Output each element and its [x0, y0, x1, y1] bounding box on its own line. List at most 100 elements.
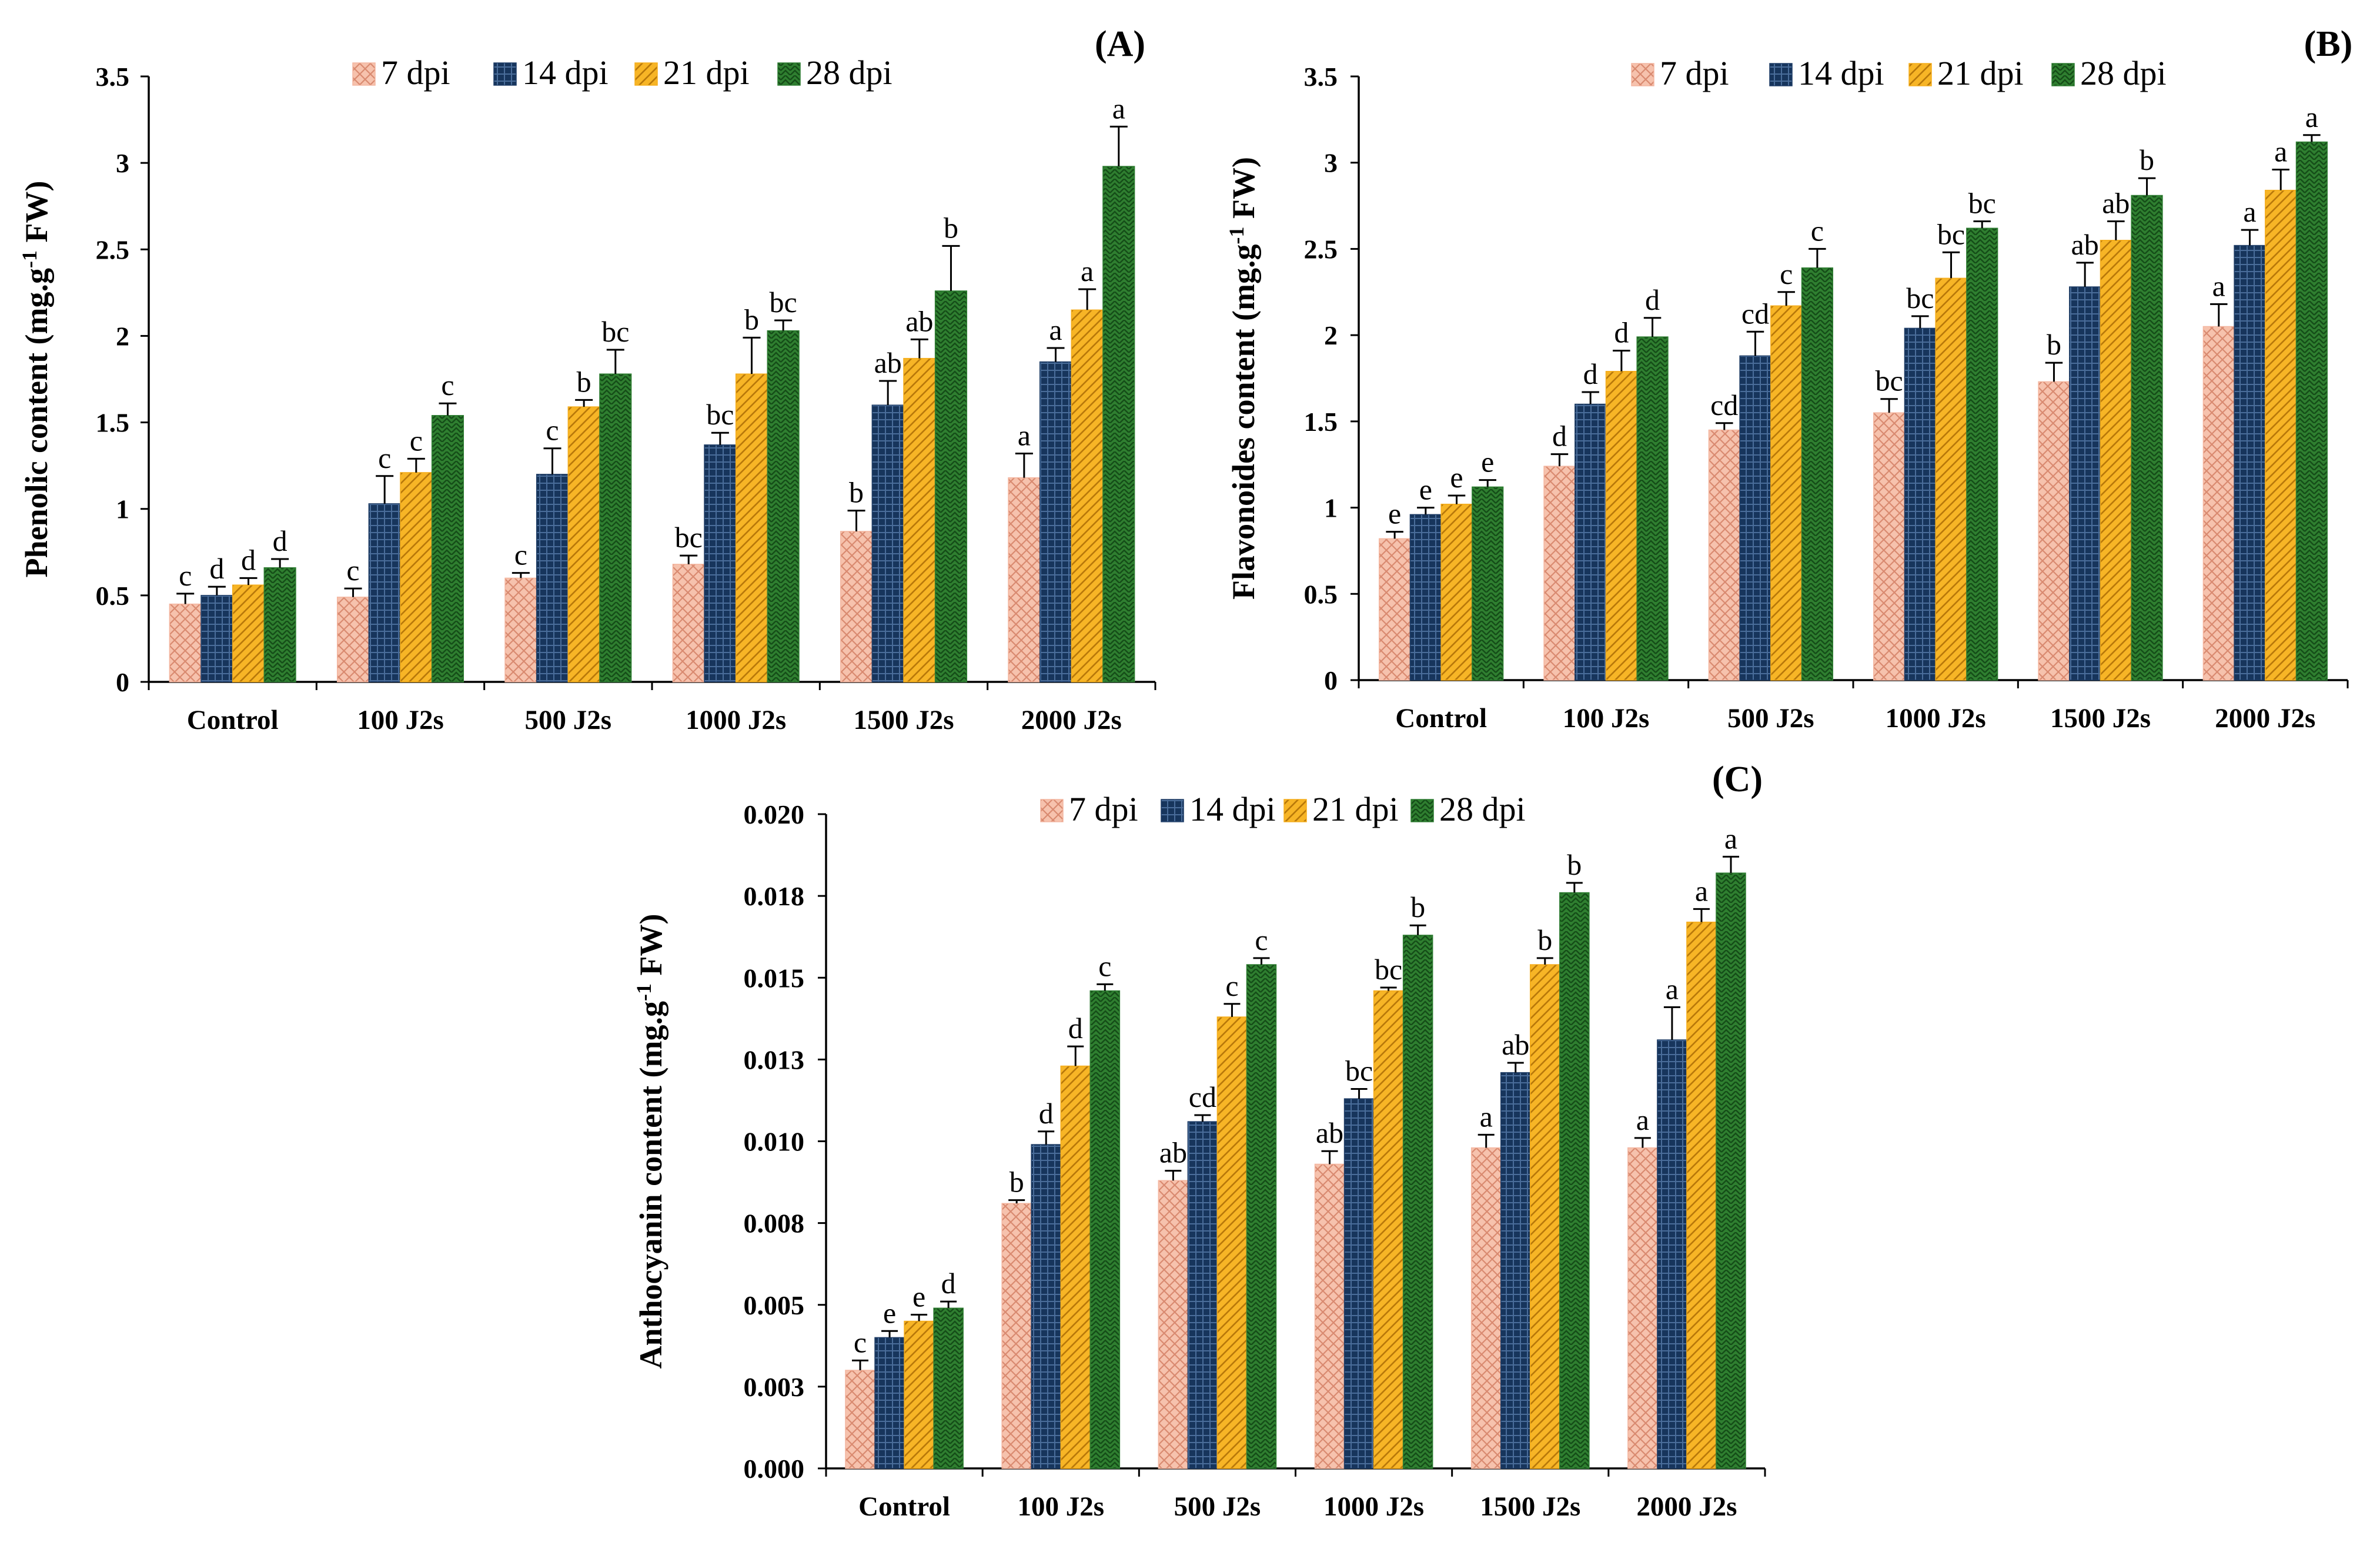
significance-letter: d	[241, 543, 256, 576]
y-tick-label: 0.013	[744, 1045, 805, 1075]
bar	[1001, 1203, 1032, 1469]
y-tick-label: 2	[116, 321, 129, 351]
significance-letter: b	[1010, 1166, 1024, 1199]
x-category-label: 1500 J2s	[1480, 1491, 1580, 1522]
y-tick-label: 0.003	[744, 1372, 805, 1402]
legend-swatch	[1410, 799, 1434, 822]
significance-letter: a	[2274, 135, 2287, 168]
significance-letter: c	[1098, 949, 1111, 982]
significance-letter: c	[1255, 923, 1268, 956]
y-tick-label: 1.5	[1304, 407, 1338, 437]
significance-letter: e	[912, 1280, 925, 1313]
significance-letter: ab	[1159, 1136, 1187, 1169]
significance-letter: c	[378, 441, 391, 474]
significance-letter: c	[546, 414, 559, 447]
significance-letter: ab	[2071, 228, 2099, 261]
bar	[1605, 371, 1637, 681]
bar	[263, 567, 296, 682]
x-category-label: 1000 J2s	[1323, 1491, 1424, 1522]
legend-label: 28 dpi	[1439, 790, 1526, 828]
significance-letter: ab	[874, 346, 902, 379]
bar	[1409, 514, 1442, 681]
y-tick-label: 0	[1324, 665, 1338, 695]
bar	[1472, 486, 1504, 681]
legend-label: 21 dpi	[663, 53, 750, 92]
y-tick-label: 1	[1324, 493, 1338, 523]
significance-letter: bc	[706, 398, 734, 431]
bar	[2100, 240, 2132, 681]
bar	[933, 1307, 964, 1469]
y-tick-label: 0.020	[744, 799, 805, 829]
significance-letter: ab	[905, 304, 933, 337]
significance-letter: c	[441, 369, 454, 401]
x-category-label: 500 J2s	[1727, 703, 1814, 734]
significance-letter: bc	[1906, 282, 1934, 314]
significance-letter: e	[1419, 473, 1432, 506]
bar	[1031, 1144, 1062, 1469]
bar	[672, 564, 705, 682]
legend-swatch	[352, 62, 376, 86]
y-axis-title-end: FW)	[633, 914, 668, 983]
legend-swatch	[2051, 63, 2075, 86]
legend-label: 28 dpi	[2080, 54, 2167, 92]
legend-label: 7 dpi	[381, 53, 450, 92]
bar	[704, 444, 737, 682]
bar	[1373, 990, 1404, 1469]
y-tick-label: 0	[116, 667, 129, 697]
bar	[368, 503, 401, 682]
significance-letter: c	[854, 1326, 867, 1358]
y-tick-label: 0.010	[744, 1127, 805, 1157]
y-axis-title-main: Flavonoides content (mg.g	[1226, 245, 1261, 600]
bar	[874, 1337, 905, 1469]
significance-letter: c	[179, 559, 192, 592]
bar	[840, 531, 873, 682]
significance-letter: b	[849, 476, 864, 509]
legend-label: 14 dpi	[1798, 54, 1884, 92]
y-tick-label: 0.008	[744, 1209, 805, 1239]
significance-letter: a	[1636, 1103, 1649, 1136]
bar	[1089, 990, 1121, 1469]
x-category-label: 2000 J2s	[1021, 705, 1122, 735]
y-tick-label: 3	[1324, 148, 1338, 178]
significance-letter: bc	[675, 521, 703, 554]
legend-label: 21 dpi	[1312, 790, 1399, 828]
bar	[1402, 935, 1433, 1469]
legend-swatch	[1161, 799, 1184, 822]
significance-letter: b	[2140, 143, 2154, 176]
y-tick-label: 0.000	[744, 1454, 805, 1484]
legend-swatch	[1769, 63, 1793, 86]
bar	[1657, 1039, 1687, 1469]
significance-letter: d	[1068, 1012, 1083, 1045]
bar	[2265, 189, 2297, 681]
bar	[871, 404, 904, 682]
legend-swatch	[777, 62, 801, 86]
significance-letter: d	[941, 1267, 956, 1300]
y-tick-label: 2.5	[96, 235, 130, 265]
significance-letter: a	[1480, 1100, 1493, 1133]
y-tick-label: 2.5	[1304, 234, 1338, 264]
x-category-label: 500 J2s	[1174, 1491, 1261, 1522]
bar	[169, 603, 202, 682]
bar	[2069, 286, 2101, 681]
significance-letter: e	[1450, 461, 1463, 494]
bar	[1627, 1147, 1658, 1469]
bar	[400, 472, 433, 682]
panel-tag: (A)	[1095, 24, 1145, 64]
panel-tag: (B)	[2304, 24, 2353, 64]
bar	[767, 330, 800, 682]
y-tick-label: 3	[116, 148, 129, 178]
y-axis-title: Flavonoides content (mg.g-1 FW)	[1225, 157, 1261, 600]
significance-letter: b	[1410, 891, 1425, 923]
legend-label: 28 dpi	[806, 53, 893, 92]
bar	[1060, 1065, 1091, 1469]
significance-letter: c	[1780, 257, 1793, 290]
bar	[1935, 277, 1967, 681]
y-tick-label: 2	[1324, 320, 1338, 350]
bar	[1575, 403, 1607, 681]
bar	[1246, 964, 1277, 1469]
legend-swatch	[1283, 799, 1307, 822]
significance-letter: ab	[1502, 1028, 1529, 1061]
significance-letter: c	[1811, 214, 1824, 247]
significance-letter: a	[2305, 101, 2318, 133]
